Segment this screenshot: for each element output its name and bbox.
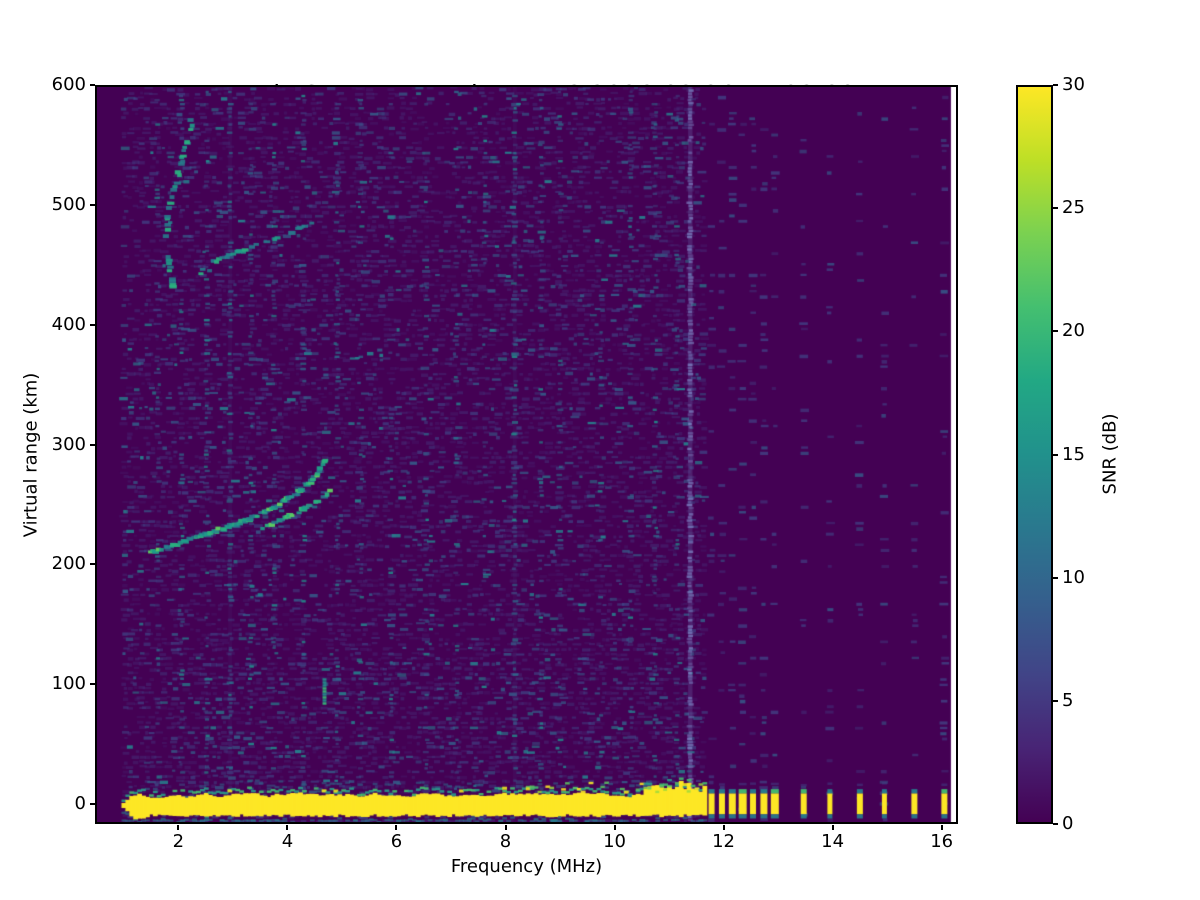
x-axis-label: Frequency (MHz) [450, 856, 603, 877]
x-tick-label: 4 [281, 831, 294, 852]
y-tick-label: 400 [51, 313, 86, 335]
x-tick-mark [940, 825, 943, 830]
x-tick-label: 8 [499, 831, 512, 852]
x-tick-label: 6 [390, 831, 403, 852]
x-tick-mark [722, 825, 725, 830]
colorbar-tick-label: 5 [1062, 689, 1074, 711]
colorbar-tick-label: 25 [1062, 197, 1085, 219]
colorbar-tick-mark [1053, 699, 1058, 702]
x-tick-mark [177, 825, 180, 830]
colorbar-tick-mark [1053, 207, 1058, 210]
y-tick-label: 100 [51, 673, 86, 695]
colorbar-tick-mark [1053, 823, 1058, 825]
y-tick-mark [90, 323, 95, 326]
x-tick-mark [286, 825, 289, 830]
y-tick-label: 300 [51, 433, 86, 455]
y-tick-mark [90, 563, 95, 566]
colorbar-tick-label: 15 [1062, 443, 1085, 465]
y-tick-label: 500 [51, 193, 86, 215]
colorbar-tick-mark [1053, 453, 1058, 456]
y-tick-mark [90, 203, 95, 206]
colorbar-label: SNR (dB) [1099, 413, 1121, 495]
x-tick-label: 2 [172, 831, 185, 852]
x-tick-label: 16 [930, 831, 954, 852]
y-tick-mark [90, 84, 95, 86]
colorbar-tick-label: 20 [1062, 320, 1085, 342]
y-tick-mark [90, 683, 95, 686]
y-tick-label: 600 [51, 74, 86, 95]
ionogram-heatmap [95, 85, 958, 824]
colorbar-tick-label: 10 [1062, 566, 1085, 588]
colorbar-tick-mark [1053, 330, 1058, 333]
colorbar-tick-label: 30 [1062, 74, 1085, 95]
x-tick-mark [395, 825, 398, 830]
x-tick-mark [613, 825, 616, 830]
x-tick-label: 14 [821, 831, 845, 852]
x-tick-label: 10 [603, 831, 626, 852]
colorbar-tick-mark [1053, 576, 1058, 579]
y-axis-label: Virtual range (km) [20, 372, 42, 538]
colorbar-tick-label: 0 [1062, 813, 1074, 834]
colorbar-tick-mark [1053, 84, 1058, 86]
x-tick-mark [504, 825, 507, 830]
x-tick-mark [831, 825, 834, 830]
y-tick-mark [90, 803, 95, 806]
colorbar [1016, 85, 1053, 824]
y-tick-label: 200 [51, 553, 86, 575]
y-tick-mark [90, 443, 95, 446]
y-tick-label: 0 [74, 793, 86, 815]
x-tick-label: 12 [712, 831, 736, 852]
